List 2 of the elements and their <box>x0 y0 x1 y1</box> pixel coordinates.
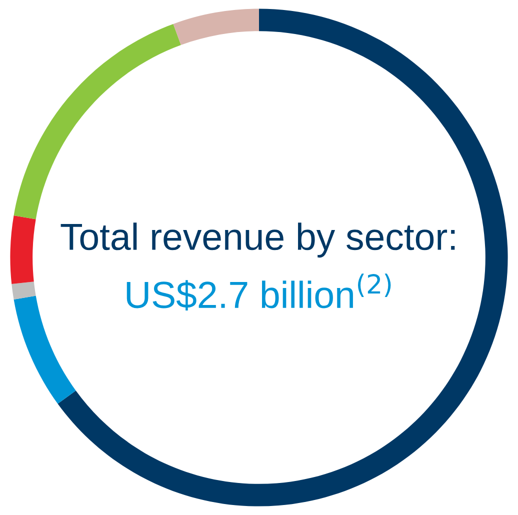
text: US$2.7 billion$^{(2)}$ <box>126 274 391 310</box>
text: Total revenue by sector: <box>60 222 455 258</box>
